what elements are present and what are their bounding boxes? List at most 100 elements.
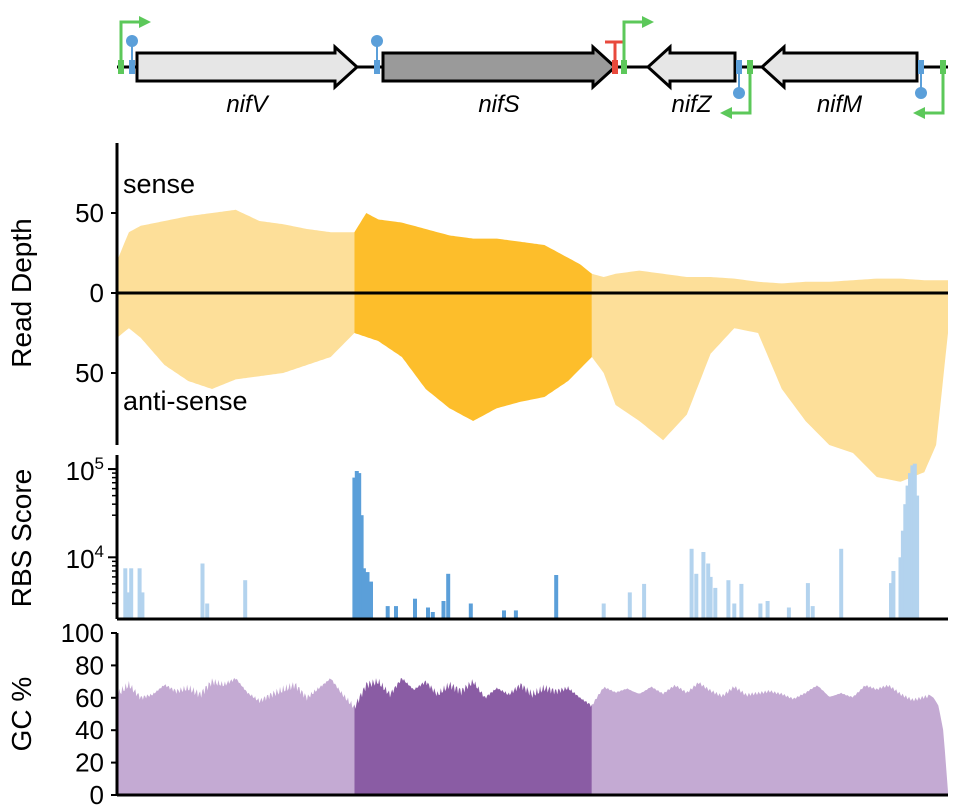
- rbs-bar: [513, 610, 518, 619]
- gene-arrow-nifV: [135, 43, 360, 91]
- rbs-bar: [359, 515, 364, 619]
- read-depth-anti-sense-area: [591, 293, 948, 482]
- rbs-bar: [912, 463, 917, 619]
- rbs-bar: [354, 471, 359, 619]
- rbs-bar: [243, 580, 248, 619]
- rbs-bar: [839, 548, 844, 619]
- rbs-bar: [891, 571, 896, 619]
- rbs-tick-label-1e5: 105: [66, 454, 104, 486]
- gc-area: [591, 682, 948, 795]
- rbs-ticks: [108, 468, 117, 605]
- rbs-axis-title: RBS Score: [6, 469, 37, 608]
- promoter-icon: [913, 60, 946, 119]
- read-depth-ticks: [111, 212, 117, 374]
- rbs-bar: [140, 592, 145, 619]
- rbs-bar: [713, 587, 718, 619]
- rbs-bar: [357, 473, 362, 619]
- rbs-icon: [126, 35, 138, 74]
- rbs-bar: [441, 601, 446, 619]
- rbs-bar: [758, 603, 763, 619]
- terminator-icon: [605, 40, 625, 74]
- rbs-bar: [708, 576, 713, 619]
- rbs-bar: [385, 606, 390, 619]
- rbs-bar: [554, 575, 559, 619]
- rbs-bar: [905, 485, 910, 619]
- rbs-bar: [200, 563, 205, 619]
- rbs-bar: [352, 477, 357, 619]
- gene-label-nifZ: nifZ: [671, 91, 712, 118]
- gene-label-nifV: nifV: [226, 91, 269, 118]
- sense-label: sense: [123, 169, 195, 199]
- rbs-bars: [123, 463, 920, 619]
- read-depth-tick-label: 50: [75, 198, 104, 228]
- rbs-bar: [810, 606, 815, 619]
- rbs-bar: [394, 606, 398, 619]
- gc-areas: [117, 678, 948, 795]
- rbs-bar: [426, 607, 430, 619]
- promoter-icon: [621, 16, 654, 74]
- gc-tick-label: 60: [75, 683, 104, 713]
- gc-area: [117, 678, 355, 795]
- gc-axis-title: GC %: [6, 677, 37, 752]
- rbs-bar: [413, 598, 417, 619]
- read-depth-tick-label: 0: [90, 278, 104, 308]
- gene-arrow-nifS: [381, 43, 618, 91]
- rbs-bar: [369, 581, 373, 619]
- read-depth-areas: [117, 209, 948, 482]
- read-depth-sense-area: [354, 213, 592, 293]
- gene-arrows: [135, 43, 919, 91]
- gc-tick-label: 80: [75, 650, 104, 680]
- rbs-bar: [765, 601, 770, 619]
- rbs-bar: [205, 603, 210, 619]
- read-depth-anti-sense-area: [117, 293, 355, 389]
- gc-tick-label: 20: [75, 748, 104, 778]
- rbs-bar: [910, 465, 915, 619]
- rbs-bar: [123, 568, 128, 619]
- read-depth-panel: 50 0 50 sense anti-sense Read Depth: [6, 143, 948, 482]
- rbs-bar: [365, 572, 370, 619]
- rbs-bar: [601, 603, 606, 619]
- gc-area: [354, 678, 592, 795]
- rbs-bar: [129, 568, 134, 619]
- rbs-bar: [502, 610, 506, 619]
- gc-tick-label: 40: [75, 715, 104, 745]
- rbs-bar: [430, 612, 435, 619]
- rbs-bar: [689, 548, 694, 619]
- promoter-icon: [118, 16, 151, 74]
- rbs-score-panel: 105 104 RBS Score: [6, 454, 948, 621]
- rbs-bar: [903, 504, 908, 619]
- genetic-parts: [118, 16, 946, 119]
- gene-arrow-nifZ: [645, 43, 737, 91]
- read-depth-sense-area: [117, 209, 355, 293]
- rbs-bar: [726, 580, 731, 619]
- gc-tick-label: 0: [90, 780, 104, 810]
- rbs-bar: [915, 495, 920, 619]
- rbs-bar: [805, 583, 810, 619]
- rbs-bar: [900, 530, 905, 619]
- promoter-icon: [720, 60, 753, 119]
- rbs-icon: [371, 35, 383, 74]
- rbs-icon: [915, 60, 927, 99]
- rbs-bar: [786, 607, 791, 619]
- rbs-bar: [694, 573, 699, 619]
- rbs-bar: [361, 568, 366, 619]
- rbs-bar: [889, 583, 893, 619]
- read-depth-anti-sense-area: [354, 293, 592, 421]
- rbs-bar: [739, 583, 744, 619]
- rbs-tick-label-1e4: 104: [66, 542, 104, 574]
- anti-sense-label: anti-sense: [123, 386, 248, 416]
- read-depth-axis-title: Read Depth: [6, 218, 37, 367]
- gene-label-nifS: nifS: [478, 91, 519, 118]
- rbs-bar: [732, 603, 737, 619]
- rbs-bar: [701, 552, 706, 619]
- rbs-bar: [898, 557, 903, 619]
- gene-label-nifM: nifM: [817, 91, 862, 118]
- rbs-bar: [706, 563, 711, 619]
- rbs-bar: [446, 573, 451, 619]
- rbs-bar: [908, 473, 912, 619]
- gc-tick-label: 100: [61, 618, 104, 648]
- rbs-bar: [468, 603, 473, 619]
- rbs-bar: [627, 592, 632, 619]
